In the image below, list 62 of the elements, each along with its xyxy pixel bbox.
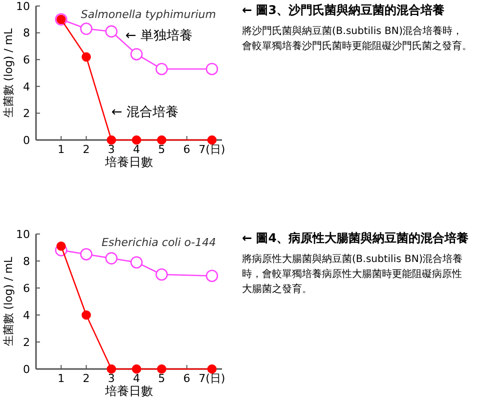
- point: [130, 48, 143, 60]
- text: 將沙門氏菌與納豆菌(B.subtilis BN)混合培養時，: [242, 25, 463, 37]
- x-axis-title: 培養日數: [104, 384, 153, 398]
- x-tick-label: 3: [108, 372, 115, 385]
- y-tick-label: 8: [23, 254, 30, 268]
- point: [206, 270, 218, 282]
- point: [106, 364, 116, 374]
- point: [106, 135, 116, 145]
- x-tick-label: 4: [133, 372, 140, 385]
- y-tick-label: 6: [23, 53, 30, 66]
- x-tick-label: 3: [108, 143, 115, 156]
- x-tick-label: 2: [82, 143, 90, 156]
- y-tick-label: 10: [16, 228, 30, 241]
- point: [156, 62, 168, 76]
- text: ← 圖4、病原性大腸菌與納豆菌的混合培養: [242, 231, 470, 245]
- chart-title: Esherichia coli o-144: [102, 236, 216, 249]
- point: [80, 22, 92, 35]
- y-axis-title: 生菌數 (log) / mL: [2, 27, 15, 118]
- x-axis-title: 培養日數: [104, 155, 153, 169]
- chart-title: Salmonella typhimurium: [80, 8, 216, 21]
- point: [105, 252, 118, 264]
- x-tick-label: 4: [133, 143, 140, 156]
- x-tick-label: 1: [58, 143, 65, 156]
- y-tick-label: 8: [23, 26, 30, 40]
- point: [82, 310, 91, 320]
- y-tick-label: 10: [16, 0, 30, 13]
- x-tick-label: 5: [158, 372, 166, 385]
- point: [132, 135, 142, 145]
- point: [105, 25, 118, 38]
- point: [157, 135, 166, 145]
- point: [80, 248, 92, 260]
- series-label: ← 混合培養: [111, 105, 178, 120]
- y-tick-label: 0: [23, 362, 30, 376]
- y-axis-title: 生菌數 (log) / mL: [2, 256, 15, 346]
- point: [130, 256, 143, 268]
- x-tick-label: 7(日): [198, 143, 226, 156]
- text: 大腸菌之發育。: [242, 283, 312, 295]
- text: ← 圖3、沙門氏菌與納豆菌的混合培養: [242, 3, 446, 17]
- y-tick-label: 2: [23, 336, 30, 349]
- y-tick-label: 4: [23, 80, 30, 94]
- point: [132, 364, 142, 374]
- x-tick-label: 7(日): [198, 372, 226, 385]
- point: [82, 52, 91, 62]
- x-tick-label: 6: [183, 372, 190, 385]
- y-tick-label: 0: [23, 134, 30, 147]
- x-tick-label: 2: [82, 372, 90, 385]
- text: 時，會較單獨培養病原性大腸菌時更能阻礙病原性: [242, 268, 462, 280]
- point: [206, 62, 218, 76]
- point: [207, 364, 217, 374]
- point: [156, 268, 168, 281]
- text: 會較單獨培養沙門氏菌時更能阻礙沙門氏菌之發育。: [242, 40, 472, 52]
- point: [207, 135, 217, 145]
- series-label: ← 単独培養: [125, 28, 192, 44]
- point: [56, 242, 66, 251]
- x-tick-label: 6: [183, 143, 190, 156]
- point: [157, 364, 166, 374]
- x-tick-label: 5: [158, 143, 166, 156]
- y-tick-label: 4: [23, 308, 30, 322]
- text: 將病原性大腸菌與納豆菌(B.subtilis BN)混合培養: [242, 253, 463, 265]
- y-tick-label: 6: [23, 282, 30, 295]
- x-tick-label: 1: [58, 372, 65, 385]
- y-tick-label: 2: [23, 107, 30, 120]
